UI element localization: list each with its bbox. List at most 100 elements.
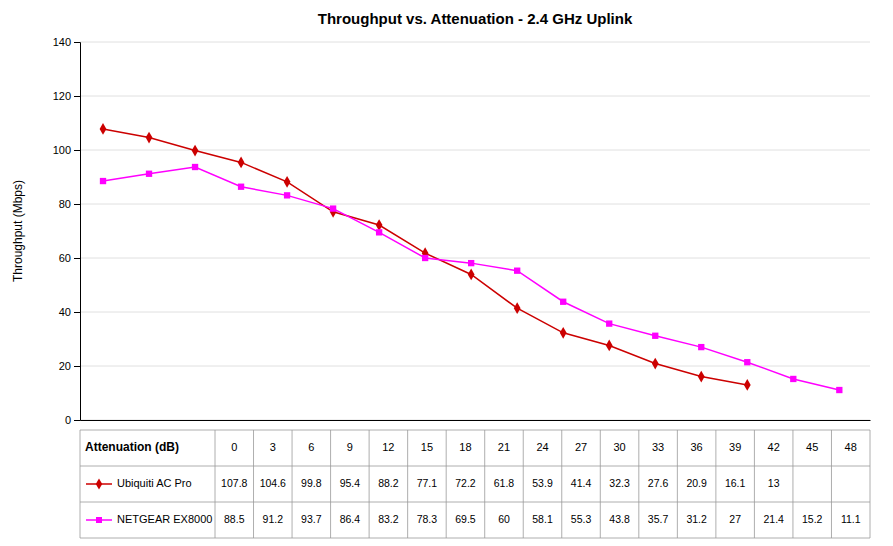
point (238, 157, 245, 169)
point (836, 387, 842, 393)
tick-label: 60 (59, 252, 71, 264)
point (790, 376, 796, 382)
legend-label: Ubiquiti AC Pro (117, 477, 192, 489)
point (652, 358, 659, 370)
data-label: 35.7 (648, 513, 669, 525)
point (376, 229, 382, 235)
y-axis: 020406080100120140 (53, 36, 81, 426)
grid-line (80, 204, 870, 205)
table-line (677, 430, 678, 538)
grid-line (80, 258, 870, 259)
data-label: 77.1 (417, 477, 438, 489)
point (468, 269, 475, 281)
data-label: 91.2 (263, 513, 284, 525)
table-line (407, 430, 408, 538)
point (376, 219, 383, 231)
table-line (369, 430, 370, 538)
table-line (80, 466, 870, 467)
grid-line (80, 420, 870, 421)
point (100, 178, 106, 184)
data-label: 88.2 (378, 477, 399, 489)
table-header: 15 (421, 441, 433, 453)
tick: 100 (53, 144, 80, 156)
data-label: 43.8 (609, 513, 630, 525)
table-line (870, 430, 871, 538)
table-header: 3 (270, 441, 276, 453)
grid-line (80, 42, 870, 43)
legend-marker (96, 478, 102, 489)
table-header: 0 (231, 441, 237, 453)
data-label: 27 (729, 513, 741, 525)
table-line (600, 430, 601, 538)
legend-item: Ubiquiti AC Pro (86, 477, 192, 490)
title: Throughput vs. Attenuation - 2.4 GHz Upl… (318, 10, 633, 27)
point (146, 132, 153, 144)
tick-mark (74, 96, 80, 97)
data-label: 11.1 (841, 513, 861, 525)
table-header: 12 (382, 441, 394, 453)
table-line (792, 430, 793, 538)
tick: 80 (59, 198, 80, 210)
point (284, 192, 290, 198)
point (560, 327, 567, 339)
tick: 20 (59, 360, 80, 372)
point (192, 164, 198, 170)
data-label: 78.3 (417, 513, 438, 525)
table-header: 42 (768, 441, 780, 453)
marks (100, 123, 843, 393)
grid-line (80, 366, 870, 367)
data-label: 93.7 (301, 513, 322, 525)
tick: 0 (65, 414, 80, 426)
tick-label: 0 (65, 414, 71, 426)
table-header: 39 (729, 441, 741, 453)
point (146, 171, 152, 177)
tick-label: 140 (53, 36, 71, 48)
data-label: 61.8 (494, 477, 515, 489)
table-line (446, 430, 447, 538)
axis-line (81, 420, 871, 421)
point (560, 299, 566, 305)
series-line (103, 167, 839, 390)
table-line (523, 430, 524, 538)
tick-mark (74, 258, 80, 259)
table-line (80, 538, 870, 539)
table-header: 45 (806, 441, 818, 453)
data-label: 32.3 (609, 477, 630, 489)
tick-label: 100 (53, 144, 71, 156)
table-line (715, 430, 716, 538)
point (514, 302, 521, 314)
series-line (103, 129, 747, 385)
table-header: 48 (845, 441, 857, 453)
point (330, 206, 337, 218)
point (514, 268, 520, 274)
data-label: 13 (768, 477, 780, 489)
table-header: 6 (308, 441, 314, 453)
legend-item: NETGEAR EX8000 (86, 513, 212, 525)
tick: 140 (53, 36, 80, 48)
data-table: Attenuation (dB)036912151821242730333639… (80, 430, 870, 538)
table-line (638, 430, 639, 538)
table-line (484, 430, 485, 538)
data-label: 95.4 (340, 477, 361, 489)
table-header: 24 (536, 441, 548, 453)
data-label: 69.5 (455, 513, 476, 525)
grid-line (80, 150, 870, 151)
point (744, 379, 751, 391)
data-label: 31.2 (686, 513, 707, 525)
chart: Throughput vs. Attenuation - 2.4 GHz Upl… (0, 0, 893, 546)
point (284, 176, 291, 188)
table-header: 18 (459, 441, 471, 453)
grid (80, 42, 870, 420)
table-line (253, 430, 254, 538)
x-axis-title: Attenuation (dB) (85, 440, 179, 454)
data-label: 72.2 (455, 477, 476, 489)
legend-label: NETGEAR EX8000 (117, 513, 212, 525)
table-line (80, 430, 870, 431)
plot-area: 020406080100120140 (53, 36, 871, 426)
table-header: 9 (347, 441, 353, 453)
data-label: 83.2 (378, 513, 399, 525)
axis-line (74, 43, 81, 421)
table-header: 27 (575, 441, 587, 453)
table-header: 33 (652, 441, 664, 453)
point (238, 184, 244, 190)
